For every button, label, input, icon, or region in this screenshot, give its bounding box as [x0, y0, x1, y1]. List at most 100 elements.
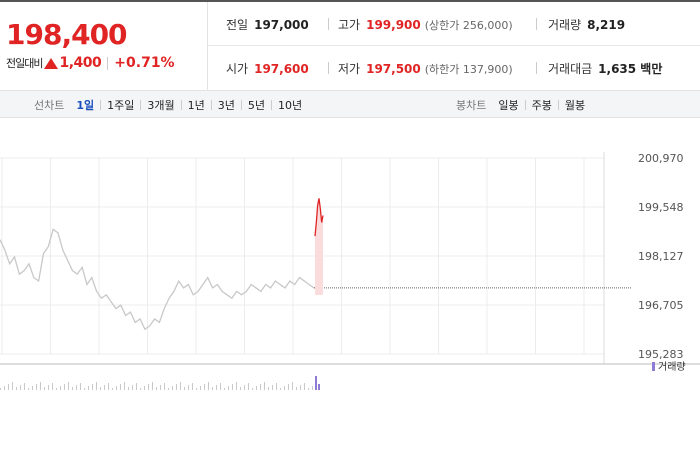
tab-monthly[interactable]: 월봉: [564, 99, 586, 112]
volume-bar: [315, 376, 317, 390]
volume-bar: [208, 382, 209, 390]
stat-label: 거래량: [548, 18, 582, 32]
volume-bar: [52, 383, 53, 390]
volume-bar: [216, 385, 217, 390]
volume-bar: [24, 383, 25, 390]
volume-bar: [4, 386, 5, 390]
line-chart-label: 선차트: [34, 99, 65, 112]
volume-bar: [220, 383, 221, 390]
volume-bar: [112, 388, 113, 390]
volume-bar: [44, 387, 45, 390]
stat-label: 고가: [338, 18, 361, 32]
divider: [328, 18, 329, 30]
volume-bar: [16, 387, 17, 390]
change-label: 전일대비: [6, 57, 43, 70]
candle-chart-label: 봉차트: [456, 99, 487, 112]
up-triangle-icon: [44, 57, 59, 69]
volume-bar: [228, 386, 229, 390]
volume-bar: [268, 387, 269, 390]
volume-bar: [100, 387, 101, 390]
volume-bar: [188, 385, 189, 390]
stat-value: 8,219: [587, 18, 626, 32]
tab-1y[interactable]: 1년: [187, 99, 205, 112]
stats-row-2: 시가 197,600 저가 197,500 (하한가 137,900) 거래대금 1,6…: [208, 46, 700, 90]
volume-bar: [48, 385, 49, 390]
volume-bar: [308, 388, 309, 390]
y-tick-label: 200,970: [638, 152, 684, 165]
tab-10y[interactable]: 10년: [278, 99, 303, 112]
stats-row-1: 전일 197,000 고가 199,900 (상한가 256,000) 거래량 8,21…: [208, 2, 700, 46]
volume-bar: [132, 385, 133, 390]
volume-bar: [288, 384, 289, 390]
chart-tabbar: 선차트 1일 1주일 3개월 1년 3년 5년 10년 봉차트 일봉 주봉 월봉: [0, 90, 700, 118]
volume-bar: [36, 384, 37, 390]
volume-bar: [176, 384, 177, 390]
volume-bar: [244, 385, 245, 390]
volume-bar: [0, 388, 1, 390]
volume-bar: [292, 382, 293, 390]
volume-bar: [40, 382, 41, 390]
volume-bar: [200, 386, 201, 390]
y-tick-label: 198,127: [638, 250, 684, 263]
stat-note: (상한가 256,000): [424, 19, 513, 32]
stat-low: 저가 197,500 (하한가 137,900): [338, 60, 513, 77]
divider: [180, 100, 182, 110]
divider: [107, 56, 109, 70]
volume-bar: [172, 386, 173, 390]
volume-bar: [56, 388, 57, 390]
volume-bar: [156, 387, 157, 390]
tab-1d[interactable]: 1일: [76, 99, 95, 112]
stat-value: 199,900: [366, 18, 421, 32]
volume-bar: [64, 384, 65, 390]
volume-bar: [76, 385, 77, 390]
stat-label: 거래대금: [548, 62, 593, 76]
stat-volume: 거래량 8,219: [548, 16, 625, 33]
stat-open: 시가 197,600: [226, 60, 309, 77]
volume-bar: [84, 388, 85, 390]
change-percent: +0.71%: [114, 55, 175, 71]
volume-bar: [312, 386, 313, 390]
volume-legend-swatch: [652, 362, 655, 371]
divider: [271, 100, 273, 110]
tab-5y[interactable]: 5년: [247, 99, 266, 112]
divider: [100, 100, 102, 110]
volume-bar: [152, 382, 153, 390]
volume-bar: [276, 383, 277, 390]
volume-bar: [248, 383, 249, 390]
stat-value: 1,635 백만: [598, 62, 663, 76]
stat-value: 197,500: [366, 62, 421, 76]
volume-bar: [116, 386, 117, 390]
volume-bar: [32, 386, 33, 390]
change-row: 전일대비 1,400 +0.71%: [6, 55, 175, 71]
volume-bar: [180, 382, 181, 390]
volume-bar: [272, 385, 273, 390]
volume-bar: [92, 384, 93, 390]
volume-bar: [212, 387, 213, 390]
divider: [536, 18, 537, 30]
series-line: [0, 228, 315, 331]
stat-label: 시가: [226, 62, 249, 76]
quote-header: 198,400 전일대비 1,400 +0.71% 전일 197,000 고가 19…: [0, 0, 700, 90]
tab-3m[interactable]: 3개월: [147, 99, 175, 112]
tab-daily[interactable]: 일봉: [498, 99, 519, 112]
divider: [557, 100, 559, 110]
volume-bar: [224, 388, 225, 390]
stat-trade-value: 거래대금 1,635 백만: [548, 60, 662, 77]
stat-note: (하한가 137,900): [424, 63, 513, 76]
tab-1w[interactable]: 1주일: [107, 99, 135, 112]
volume-bar: [240, 387, 241, 390]
volume-bar: [108, 383, 109, 390]
volume-bar: [264, 382, 265, 390]
volume-bar: [204, 384, 205, 390]
divider: [536, 62, 537, 74]
price-panel: 198,400 전일대비 1,400 +0.71%: [0, 2, 208, 90]
volume-bar: [128, 387, 129, 390]
stat-prev-close: 전일 197,000: [226, 16, 309, 33]
stats-panel: 전일 197,000 고가 199,900 (상한가 256,000) 거래량 8,21…: [208, 2, 700, 90]
divider: [328, 62, 329, 74]
stat-value: 197,000: [254, 18, 309, 32]
tab-weekly[interactable]: 주봉: [531, 99, 552, 112]
y-tick-label: 199,548: [638, 201, 684, 214]
volume-bar: [196, 388, 197, 390]
tab-3y[interactable]: 3년: [217, 99, 235, 112]
